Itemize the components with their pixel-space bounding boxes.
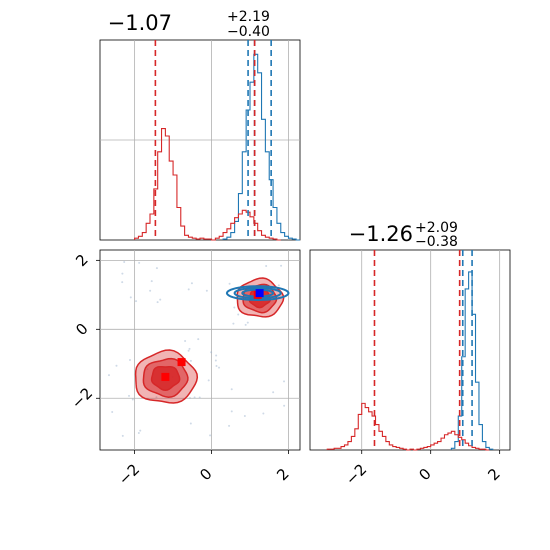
title-2-median: −1.26 <box>349 222 413 246</box>
title-2-plus: +2.09 <box>415 220 458 236</box>
scatter-point <box>214 359 217 362</box>
scatter-point <box>215 364 218 367</box>
marginal-panel-2-frame <box>309 249 511 451</box>
scatter-point <box>139 429 142 432</box>
scatter-point <box>131 398 134 401</box>
scatter-point <box>188 396 191 399</box>
scatter-point <box>129 296 132 299</box>
scatter-point <box>197 338 200 341</box>
marginal-panel-2-title: −1.26 +2.09 −0.38 <box>349 220 458 250</box>
scatter-point <box>283 404 286 407</box>
scatter-point <box>280 264 283 267</box>
scatter-point <box>187 349 190 352</box>
marginal-panel-1: −1.07 +2.19 −0.40 <box>99 9 301 241</box>
title-1-plus: +2.19 <box>227 9 270 25</box>
scatter-point <box>246 321 249 324</box>
joint-panel-frame <box>99 249 301 451</box>
scatter-point <box>138 261 141 264</box>
scatter-point <box>155 396 158 399</box>
scatter-point <box>189 359 192 362</box>
scatter-point <box>244 323 247 326</box>
joint-panel: −2 0 2 −2 0 2 <box>68 249 301 489</box>
scatter-point <box>187 288 190 291</box>
scatter-point <box>228 282 231 285</box>
marginal-panel-1-title: −1.07 +2.19 −0.40 <box>108 9 270 40</box>
scatter-point <box>230 410 233 413</box>
marker-red-square-1 <box>177 358 186 367</box>
scatter-point <box>272 391 275 394</box>
scatter-point <box>262 412 265 415</box>
ytick-label-p2-0: −2 <box>68 384 96 412</box>
ytick-label-p2-1: 0 <box>72 320 91 339</box>
scatter-point <box>121 281 124 284</box>
scatter-point <box>283 380 286 383</box>
scatter-point <box>230 388 233 391</box>
contour-blue-cluster-1 <box>233 286 282 300</box>
xtick-label-p3-0: −2 <box>342 460 370 488</box>
title-1-median: −1.07 <box>108 11 172 35</box>
histogram-red-p3 <box>326 402 490 451</box>
scatter-point <box>188 347 191 350</box>
title-2-minus: −0.38 <box>415 234 458 250</box>
title-1-minus: −0.40 <box>227 24 270 40</box>
scatter-point <box>237 313 240 316</box>
marker-blue-square <box>255 289 264 298</box>
scatter-point <box>218 366 221 369</box>
scatter-point <box>115 364 118 367</box>
scatter-point <box>189 422 192 425</box>
scatter-point <box>121 272 124 275</box>
scatter-point <box>243 415 246 418</box>
xtick-label-p2-1: 0 <box>196 465 215 484</box>
scatter-point <box>205 289 208 292</box>
marginal-panel-2: −2 0 2 −1.26 +2.09 −0.38 <box>309 220 511 489</box>
scatter-point <box>135 300 138 303</box>
scatter-point <box>232 322 235 325</box>
scatter-point <box>265 265 268 268</box>
histogram-blue-p1 <box>222 53 300 241</box>
xtick-label-p2-2: 2 <box>273 465 292 484</box>
scatter-point <box>228 424 231 427</box>
scatter-point <box>198 396 201 399</box>
scatter-point <box>107 374 110 377</box>
scatter-point <box>210 351 213 354</box>
marker-red-square-0 <box>161 372 170 381</box>
scatter-point <box>121 434 124 437</box>
scatter-point <box>184 339 187 342</box>
scatter-point <box>111 410 114 413</box>
scatter-point <box>123 261 126 264</box>
ytick-label-p2-2: 2 <box>72 251 91 270</box>
scatter-point <box>149 289 152 292</box>
scatter-point <box>150 280 153 283</box>
scatter-point <box>128 359 131 362</box>
scatter-point <box>156 301 159 304</box>
scatter-point <box>128 394 131 397</box>
contour-blue-cluster-0 <box>225 285 290 302</box>
scatter-point <box>137 431 140 434</box>
contour-blue-cluster-2 <box>241 288 275 298</box>
scatter-point <box>190 282 193 285</box>
scatter-point <box>215 354 218 357</box>
scatter-point <box>159 298 162 301</box>
xtick-label-p3-1: 0 <box>415 465 434 484</box>
scatter-point <box>207 379 210 382</box>
scatter-point <box>209 434 212 437</box>
xtick-label-p2-0: −2 <box>115 460 143 488</box>
scatter-point <box>233 306 236 309</box>
histogram-red-p1 <box>134 128 281 241</box>
xtick-label-p3-2: 2 <box>484 465 503 484</box>
scatter-point <box>277 284 280 287</box>
scatter-point <box>155 267 158 270</box>
scatter-point <box>193 396 196 399</box>
